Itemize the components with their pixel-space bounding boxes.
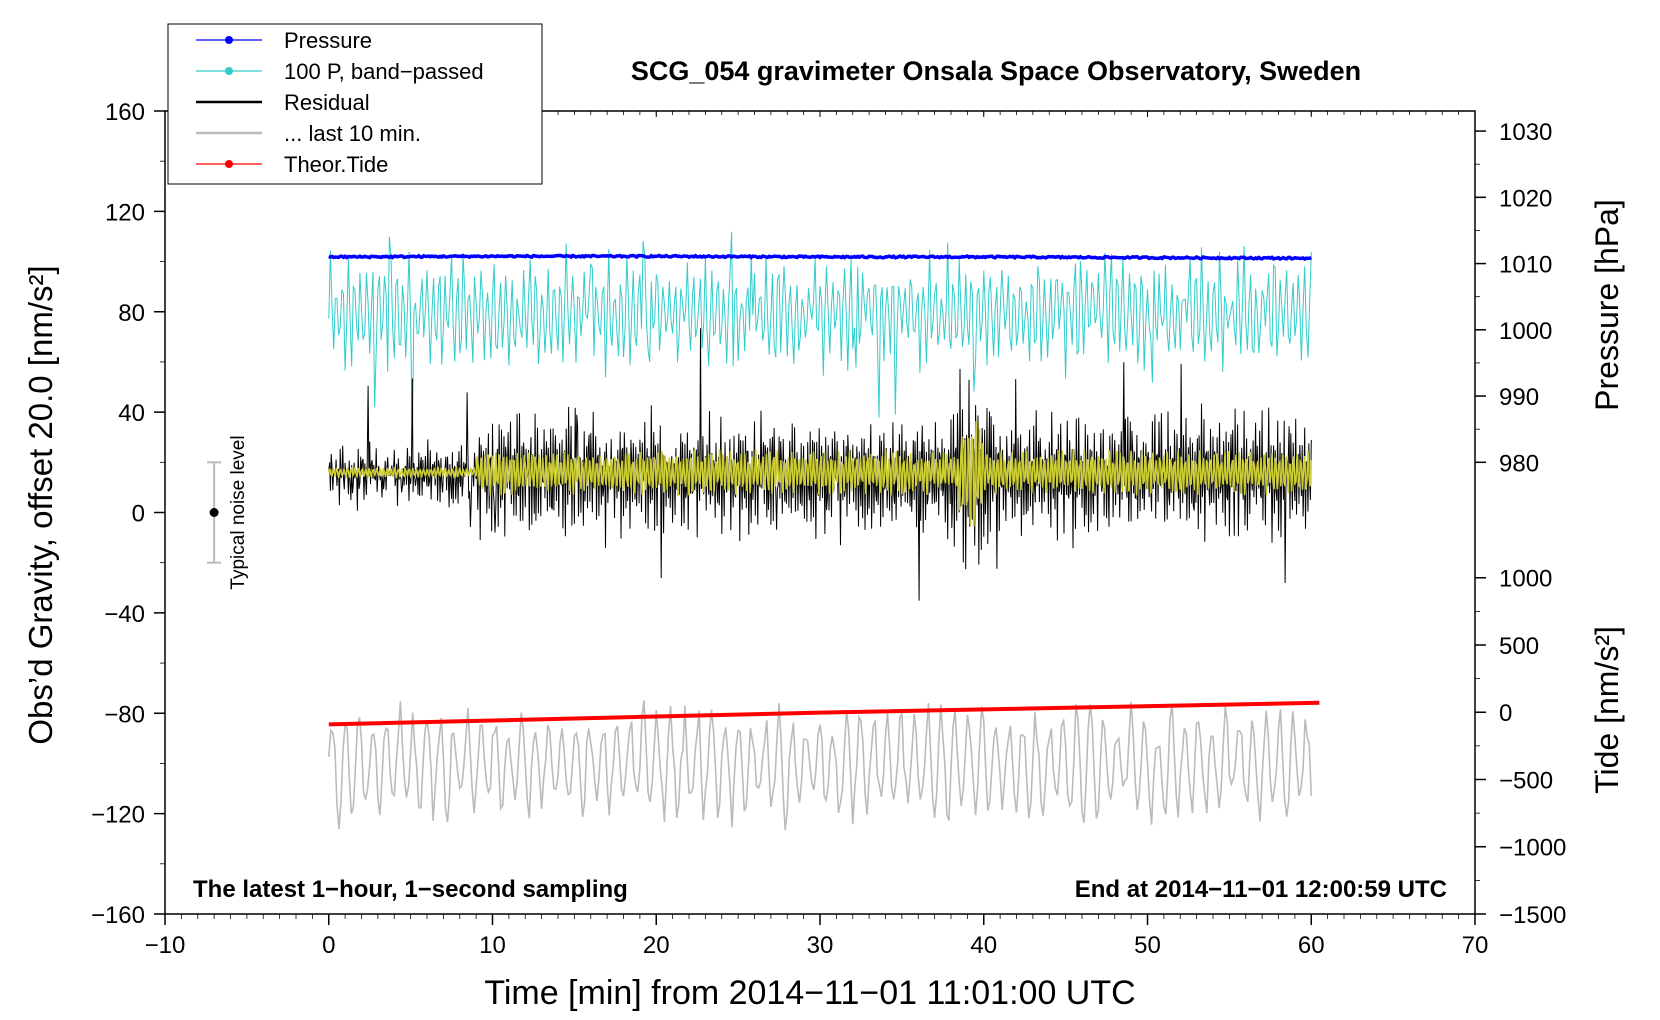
y-tide-tick-label: −1500: [1499, 902, 1566, 929]
x-axis-label: Time [min] from 2014−11−01 11:01:00 UTC: [484, 974, 1135, 1012]
y-pressure-tick-label: 990: [1499, 384, 1539, 411]
legend-marker: [225, 36, 233, 44]
y-pressure-tick-label: 1000: [1499, 318, 1552, 345]
y-pressure-tick-label: 1030: [1499, 119, 1552, 146]
y-tide-tick-label: 500: [1499, 633, 1539, 660]
y-pressure-tick-label: 1020: [1499, 185, 1552, 212]
axis-layer: −10 0 10 20 30 40 50 60 70−160−120−80−4004080120…: [91, 99, 1566, 959]
y-left-tick-label: 0: [132, 501, 145, 528]
x-tick-label: 50: [1134, 932, 1161, 959]
legend-label: Theor.Tide: [284, 152, 388, 177]
legend-label: Residual: [284, 90, 370, 115]
y-axis-label-left: Obs’d Gravity, offset 20.0 [nm/s²]: [22, 265, 59, 744]
noise-level-marker: Typical noise level: [207, 435, 249, 590]
chart-title: SCG_054 gravimeter Onsala Space Observat…: [631, 56, 1361, 86]
y-left-tick-label: −120: [91, 802, 145, 829]
legend-label: ... last 10 min.: [284, 121, 421, 146]
y-left-tick-label: −80: [104, 701, 145, 728]
y-axis-label-pressure: Pressure [hPa]: [1589, 199, 1625, 411]
noise-level-dot: [209, 508, 219, 517]
x-tick-label: 40: [970, 932, 997, 959]
series-pressure: [328, 253, 1312, 262]
y-left-tick-label: 40: [118, 400, 145, 427]
y-pressure-tick-label: 980: [1499, 450, 1539, 477]
legend-label: 100 P, band−passed: [284, 59, 484, 84]
y-pressure-tick-label: 1010: [1499, 252, 1552, 279]
legend-label: Pressure: [284, 28, 372, 53]
x-tick-label: 60: [1298, 932, 1325, 959]
legend: Pressure 100 P, band−passed Residual ... la…: [167, 23, 543, 185]
annotation-sampling: The latest 1−hour, 1−second sampling: [193, 876, 628, 903]
y-tide-tick-label: 0: [1499, 700, 1512, 727]
y-left-tick-label: 80: [118, 300, 145, 327]
series-layer: [328, 231, 1320, 831]
series-theor-tide: [328, 700, 1320, 727]
legend-marker: [225, 160, 233, 168]
y-left-tick-label: 120: [105, 199, 145, 226]
legend-marker: [225, 67, 233, 75]
y-axis-label-tide: Tide [nm/s²]: [1589, 626, 1625, 794]
y-left-tick-label: −40: [104, 601, 145, 628]
noise-level-label: Typical noise level: [228, 435, 249, 589]
y-left-tick-label: 160: [105, 99, 145, 126]
x-tick-label: −10: [145, 932, 186, 959]
series-last-10-min: [328, 700, 1313, 831]
series-pressure-bandpassed: [328, 231, 1312, 442]
legend-box: [167, 23, 543, 185]
annotation-end-time: End at 2014−11−01 12:00:59 UTC: [1075, 876, 1447, 903]
x-tick-label: 30: [807, 932, 834, 959]
y-tide-tick-label: −1000: [1499, 835, 1566, 862]
x-tick-label: 0: [322, 932, 335, 959]
y-tide-tick-label: −500: [1499, 767, 1553, 794]
y-left-tick-label: −160: [91, 902, 145, 929]
series-residual: [328, 328, 1312, 601]
x-tick-label: 20: [643, 932, 670, 959]
y-tide-tick-label: 1000: [1499, 566, 1552, 593]
x-tick-label: 10: [479, 932, 506, 959]
series-residual-smoothed: [328, 420, 1313, 527]
x-tick-label: 70: [1462, 932, 1489, 959]
